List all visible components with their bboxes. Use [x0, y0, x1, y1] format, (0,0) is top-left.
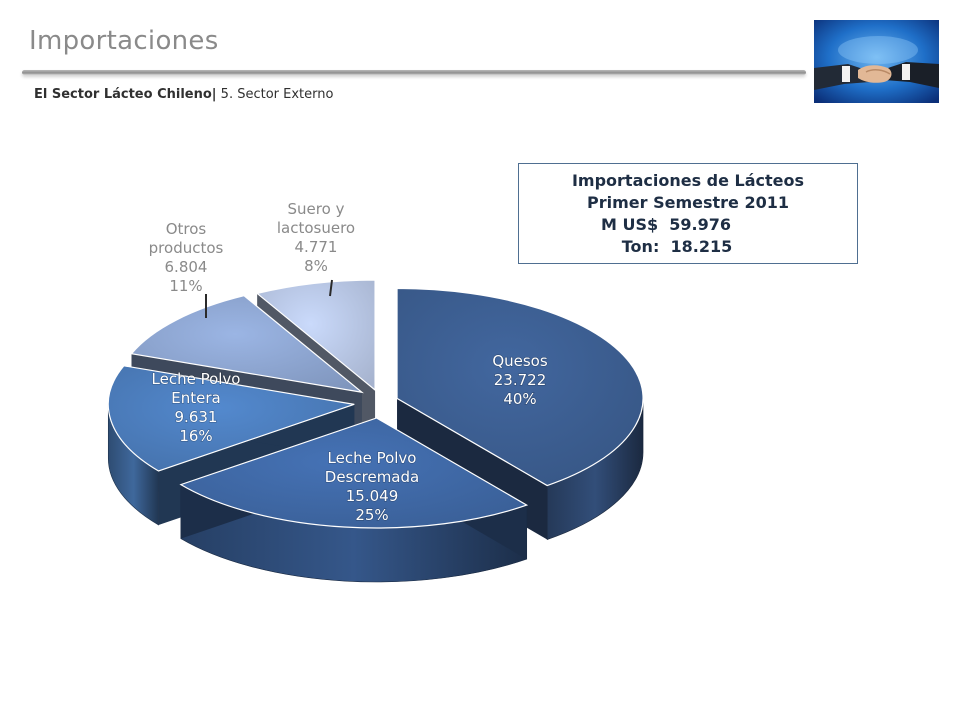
pie-slice-top [130, 295, 364, 394]
breadcrumb: El Sector Lácteo Chileno| 5. Sector Exte… [34, 87, 333, 102]
pie-label-name: Otros [166, 220, 207, 238]
pie-label-name: Quesos [492, 352, 548, 370]
pie-slice-top [396, 287, 644, 487]
pie-label-percent: 16% [179, 427, 212, 445]
pie-label-value: 15.049 [346, 487, 399, 505]
breadcrumb-section: El Sector Lácteo Chileno [34, 87, 212, 102]
pie-slice-top [107, 365, 355, 472]
summary-value-ton: Ton: 18.215 [497, 236, 857, 258]
summary-ton-value: 18.215 [670, 237, 733, 256]
pie-label-percent: 11% [169, 277, 202, 295]
pie-label-percent: 8% [304, 257, 328, 275]
summary-value-usd: M US$ 59.976 [475, 214, 857, 236]
pie-leader-line [329, 279, 333, 297]
summary-box: Importaciones de Lácteos Primer Semestre… [518, 163, 858, 264]
pie-label-value: 9.631 [175, 408, 218, 426]
summary-heading: Importaciones de Lácteos [571, 171, 805, 190]
pie-slice-2 [179, 417, 529, 583]
pie-label-value: 23.722 [494, 371, 547, 389]
summary-usd-value: 59.976 [669, 215, 732, 234]
pie-label-name: lactosuero [277, 219, 355, 237]
title-divider [22, 70, 806, 75]
pie-label-value: 4.771 [295, 238, 338, 256]
pie-label-name: productos [149, 239, 224, 257]
summary-period: Primer Semestre 2011 [587, 193, 789, 212]
pie-slice-top [179, 417, 529, 529]
pie-label-name: Leche Polvo [152, 370, 241, 388]
page-title: Importaciones [29, 26, 219, 56]
breadcrumb-separator: | [211, 87, 217, 102]
pie-label-name: Suero y [288, 200, 345, 218]
pie-label-percent: 40% [503, 390, 536, 408]
pie-label-percent: 25% [355, 506, 388, 524]
pie-slice-top [255, 279, 376, 392]
breadcrumb-subsection: 5. Sector Externo [216, 87, 334, 102]
summary-usd-label: M US$ [600, 215, 659, 234]
summary-ton-label: Ton: [621, 237, 660, 256]
handshake-image [814, 20, 939, 103]
pie-label-name: Leche Polvo [328, 449, 417, 467]
pie-label-name: Descremada [325, 468, 419, 486]
pie-label-name: Entera [171, 389, 220, 407]
pie-label-value: 6.804 [165, 258, 208, 276]
